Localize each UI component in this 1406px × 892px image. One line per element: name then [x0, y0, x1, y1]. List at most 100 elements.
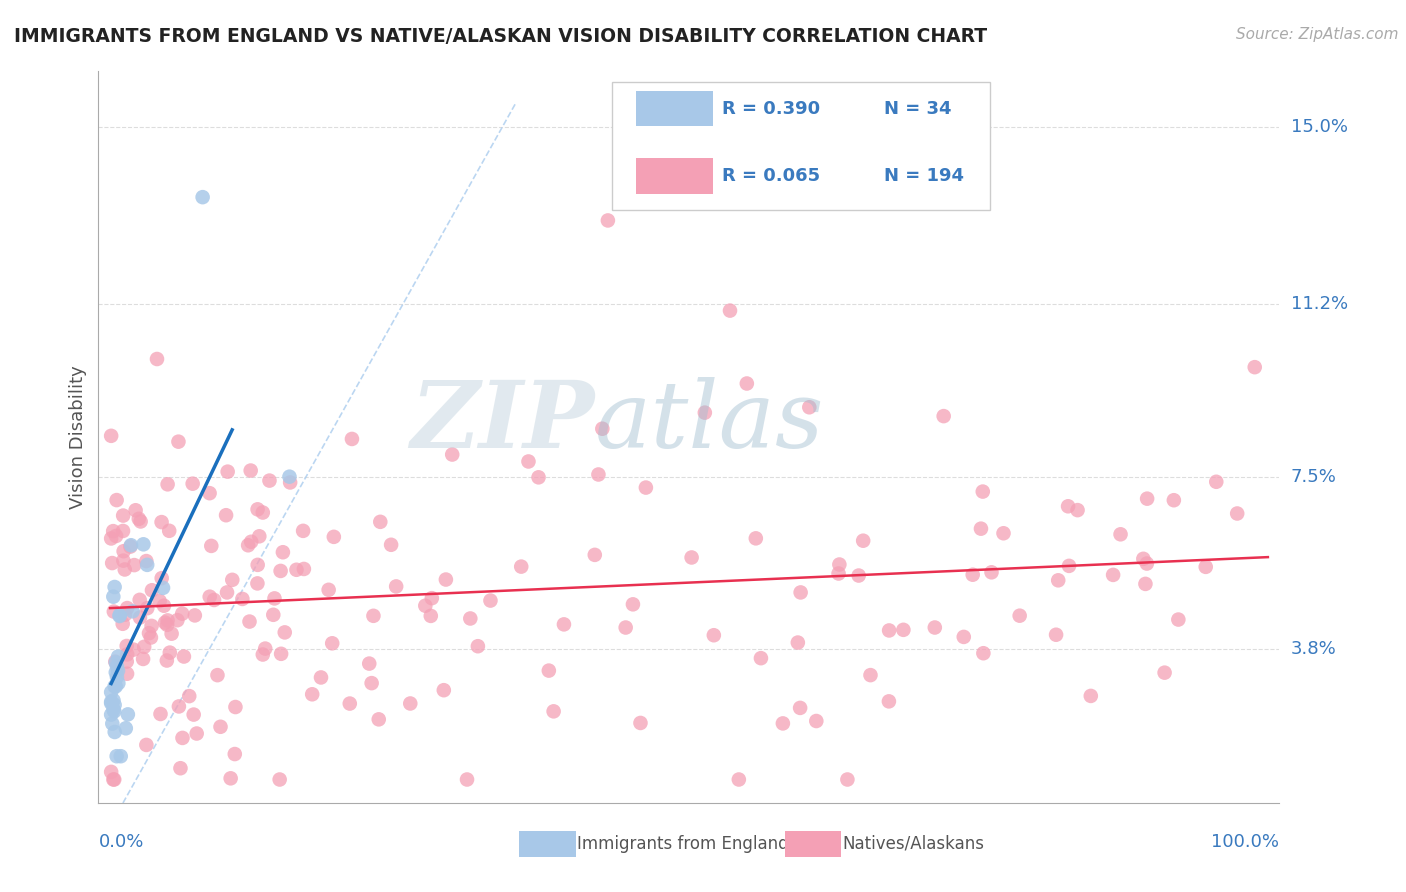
Text: 3.8%: 3.8%	[1291, 640, 1336, 658]
Point	[149, 706, 172, 721]
Point	[115, 655, 138, 669]
Point	[100, 429, 122, 443]
Point	[166, 613, 188, 627]
Point	[184, 608, 207, 623]
Point	[252, 648, 274, 662]
Point	[859, 668, 882, 682]
Point	[970, 522, 993, 536]
Point	[115, 601, 138, 615]
Point	[120, 540, 142, 554]
Point	[527, 470, 550, 484]
Point	[160, 626, 183, 640]
FancyBboxPatch shape	[636, 159, 713, 194]
Point	[104, 655, 127, 669]
Point	[101, 716, 124, 731]
Text: 15.0%: 15.0%	[1291, 119, 1347, 136]
Point	[852, 533, 875, 548]
Point	[115, 639, 138, 653]
Point	[980, 566, 1002, 580]
Point	[100, 685, 122, 699]
Point	[1163, 493, 1185, 508]
Point	[322, 530, 344, 544]
Text: 11.2%: 11.2%	[1291, 295, 1348, 313]
Point	[221, 573, 243, 587]
Point	[122, 558, 145, 573]
Point	[103, 704, 125, 718]
Point	[134, 640, 156, 654]
Point	[173, 649, 195, 664]
Point	[224, 700, 246, 714]
Point	[278, 469, 301, 483]
Point	[246, 576, 269, 591]
Point	[191, 190, 214, 204]
Point	[209, 720, 232, 734]
Point	[1008, 608, 1031, 623]
Point	[893, 623, 915, 637]
Point	[614, 621, 637, 635]
Point	[198, 590, 221, 604]
Point	[339, 697, 361, 711]
Point	[247, 529, 270, 543]
Point	[240, 534, 263, 549]
Point	[141, 583, 163, 598]
Point	[368, 515, 391, 529]
Point	[630, 715, 652, 730]
Point	[537, 664, 560, 678]
Point	[112, 544, 135, 558]
Point	[415, 599, 437, 613]
Point	[877, 624, 900, 638]
Point	[877, 694, 900, 708]
Point	[117, 707, 139, 722]
Point	[1132, 551, 1154, 566]
Point	[132, 652, 155, 666]
Point	[359, 657, 381, 671]
Point	[114, 607, 136, 622]
Point	[104, 679, 127, 693]
Point	[799, 401, 821, 415]
Point	[681, 550, 703, 565]
Point	[583, 548, 606, 562]
Text: N = 194: N = 194	[884, 167, 963, 185]
Point	[128, 592, 150, 607]
Point	[107, 649, 129, 664]
Point	[100, 695, 122, 709]
Text: 100.0%: 100.0%	[1212, 833, 1279, 851]
Point	[128, 512, 150, 526]
Point	[252, 506, 274, 520]
Point	[120, 538, 142, 552]
Point	[136, 601, 159, 615]
Point	[105, 493, 128, 508]
Point	[153, 615, 176, 630]
Point	[107, 676, 129, 690]
Point	[110, 749, 132, 764]
Point	[837, 772, 859, 787]
Point	[848, 568, 870, 582]
Point	[149, 594, 172, 608]
Point	[172, 607, 194, 621]
Point	[103, 703, 125, 717]
Point	[367, 712, 389, 726]
Point	[105, 529, 128, 543]
Point	[172, 731, 194, 745]
Point	[207, 668, 229, 682]
Point	[553, 617, 575, 632]
Point	[150, 515, 173, 529]
Point	[179, 689, 201, 703]
Point	[121, 604, 143, 618]
Text: N = 34: N = 34	[884, 100, 952, 118]
Point	[262, 607, 284, 622]
Point	[146, 351, 169, 366]
FancyBboxPatch shape	[612, 82, 990, 211]
Point	[596, 213, 619, 227]
FancyBboxPatch shape	[519, 830, 575, 857]
Point	[104, 665, 127, 680]
Point	[259, 474, 281, 488]
Point	[588, 467, 610, 482]
Point	[156, 614, 179, 628]
Point	[1136, 557, 1159, 571]
Point	[621, 598, 644, 612]
Point	[124, 503, 146, 517]
Point	[157, 524, 180, 538]
Point	[543, 704, 565, 718]
Point	[112, 554, 135, 568]
